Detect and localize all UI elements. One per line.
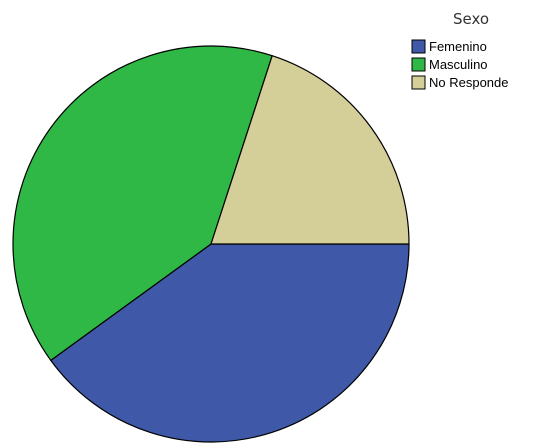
pie-slices [12,45,410,443]
legend: Sexo Femenino Masculino No Responde [411,10,509,90]
legend-label-femenino: Femenino [429,39,487,54]
legend-swatch-masculino [411,57,426,72]
legend-label-no-responde: No Responde [429,75,509,90]
legend-label-masculino: Masculino [429,57,488,72]
pie-slice-no-responde [210,55,410,245]
legend-swatch-femenino [411,39,426,54]
pie-slice-masculino [12,45,273,361]
legend-title: Sexo [453,10,489,28]
legend-swatch-no-responde [411,75,426,90]
legend-entries: Femenino Masculino No Responde [411,39,509,90]
pie-slice-femenino [50,243,410,443]
